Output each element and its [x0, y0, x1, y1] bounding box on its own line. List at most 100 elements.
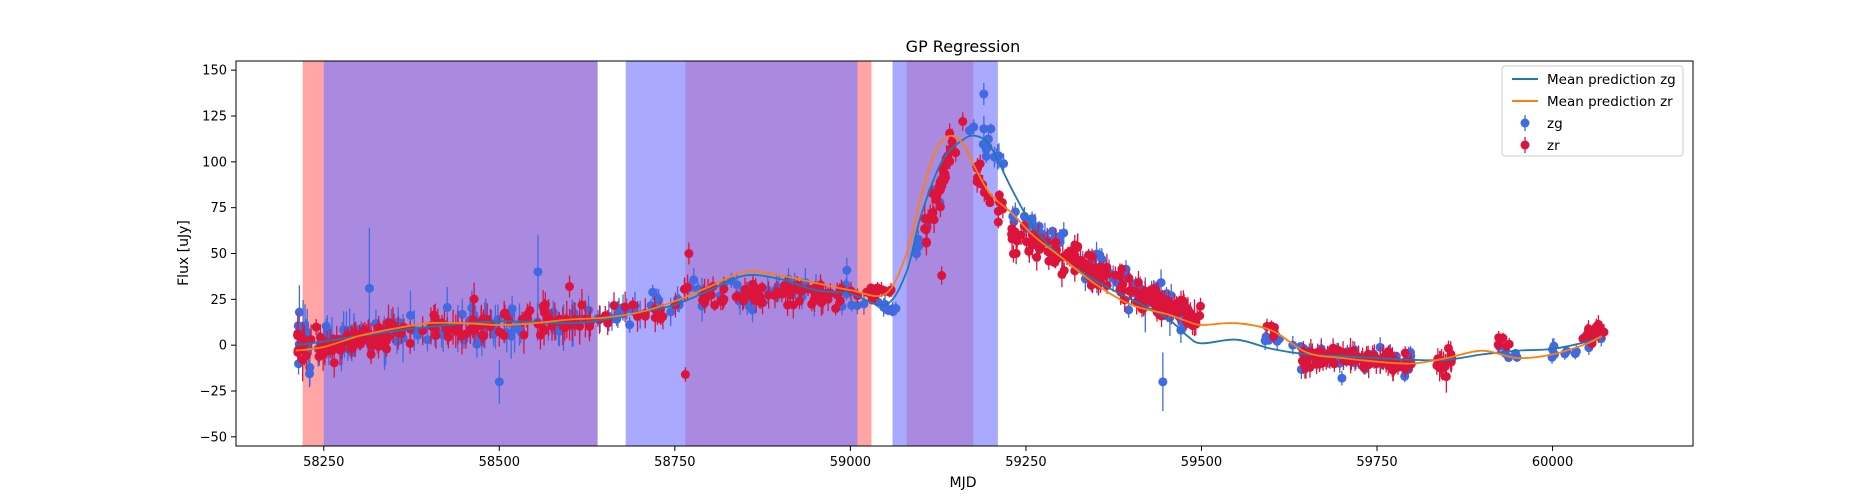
legend-swatch-zg [1520, 115, 1530, 131]
zr-point [1117, 263, 1127, 275]
zr-point [469, 282, 479, 316]
zr-point [454, 323, 464, 341]
zr-point [710, 299, 720, 311]
x-tick-label: 59000 [830, 455, 871, 470]
y-tick-label: 50 [210, 247, 227, 262]
zr-point [1316, 340, 1326, 363]
x-tick-label: 58500 [479, 455, 520, 470]
zr-point [565, 275, 575, 298]
zr-point [364, 326, 374, 356]
zg-span [323, 61, 598, 446]
y-tick-label: −25 [200, 385, 227, 400]
zr-point [1068, 241, 1078, 266]
mean-line-zr [295, 134, 1603, 365]
zr-point [994, 190, 1004, 200]
zr-point [1593, 315, 1603, 334]
zg-point [891, 301, 901, 316]
zr-point [1501, 340, 1511, 352]
zg-point [510, 304, 520, 353]
x-tick-label: 59250 [1005, 455, 1046, 470]
zr-point [810, 289, 820, 305]
zr-point [921, 223, 931, 236]
chart-title: GP Regression [906, 37, 1021, 56]
y-tick-label: 100 [202, 155, 227, 170]
x-tick-label: 60000 [1532, 455, 1573, 470]
zr-point [620, 291, 630, 323]
legend-label-mean-zg: Mean prediction zg [1547, 72, 1676, 88]
y-axis-label: Flux [uJy] [176, 220, 192, 286]
zr-point [738, 292, 748, 310]
zg-point [494, 359, 504, 404]
zr-point [700, 291, 710, 314]
zg-point [842, 257, 852, 283]
zg-point [533, 235, 543, 309]
zr-point [1183, 296, 1193, 322]
zr-point [1034, 241, 1044, 258]
zr-point [866, 283, 876, 293]
zr-point [1498, 332, 1508, 344]
y-tick-label: 0 [219, 339, 227, 354]
y-tick-label: 75 [210, 201, 227, 216]
x-tick-label: 59500 [1181, 455, 1222, 470]
zr-point [443, 325, 453, 349]
zr-point [1008, 245, 1018, 263]
zr-point [816, 289, 826, 316]
zg-point [965, 124, 975, 137]
zr-point [921, 233, 931, 251]
zr-point [1057, 261, 1067, 288]
zr-point [951, 143, 961, 162]
zr-point [764, 281, 774, 309]
zr-point [383, 323, 393, 351]
x-axis-label: MJD [950, 475, 977, 491]
x-tick-label: 59750 [1356, 455, 1397, 470]
zr-point [335, 334, 345, 366]
zr-point [1584, 320, 1594, 338]
x-tick-label: 58750 [654, 455, 695, 470]
zr-point [1269, 322, 1279, 332]
zr-point [1110, 266, 1120, 284]
zr-point [628, 297, 638, 313]
zr-point [945, 153, 955, 170]
x-tick-label: 58250 [303, 455, 344, 470]
zg-span [625, 61, 858, 446]
zr-point [1329, 355, 1339, 372]
legend: Mean prediction zg Mean prediction zr zg… [1501, 65, 1684, 157]
zr-point [1163, 289, 1173, 313]
zr-point [975, 154, 985, 174]
zr-point [684, 242, 694, 265]
legend-label-zr: zr [1547, 138, 1560, 154]
zg-point [913, 237, 923, 250]
zr-point [1195, 297, 1205, 315]
zr-point [1139, 291, 1149, 304]
zg-point [986, 123, 996, 135]
zg-span [892, 61, 998, 446]
zr-point [1084, 248, 1094, 262]
zr-point [680, 367, 690, 382]
zr-point [575, 307, 585, 345]
zr-point [958, 112, 968, 131]
legend-box [1501, 65, 1684, 157]
legend-label-zg: zg [1547, 116, 1563, 132]
zr-point [935, 196, 945, 218]
zr-point [835, 295, 845, 307]
y-tick-label: 150 [202, 64, 227, 79]
zg-point [981, 150, 991, 163]
zr-point [633, 300, 643, 332]
y-tick-label: 25 [210, 293, 227, 308]
zr-point [1312, 354, 1322, 374]
zr-point [929, 206, 939, 234]
zr-point [477, 324, 487, 346]
zr-point [1024, 245, 1034, 258]
zr-point [1301, 354, 1311, 379]
zr-point [1044, 252, 1054, 270]
zr-point [993, 215, 1003, 229]
zr-point [719, 290, 729, 309]
zr-point [740, 277, 750, 301]
zr-point [1012, 230, 1022, 252]
zg-point [979, 115, 989, 142]
zr-point [1147, 297, 1157, 308]
zr-point [1189, 299, 1199, 336]
zr-point [1131, 284, 1141, 300]
legend-swatch-zr [1520, 137, 1530, 153]
zr-point [1328, 338, 1338, 358]
